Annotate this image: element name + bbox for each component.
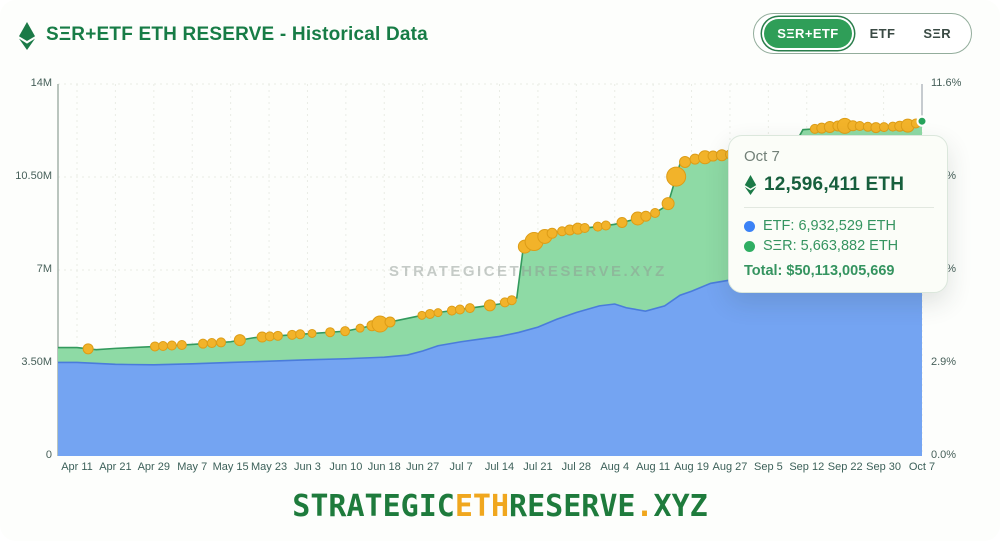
y-axis-right-label: 11.6% [931, 77, 962, 89]
y-axis-right-label: 2.9% [931, 356, 957, 368]
tooltip-divider [744, 207, 934, 208]
toggle-ser-button[interactable]: SΞR [910, 19, 964, 48]
x-axis-label: Aug 4 [600, 461, 630, 473]
x-axis-label: May 15 [212, 461, 249, 473]
tooltip-total-usd: Total: $50,113,005,669 [744, 263, 895, 279]
x-axis-label: Aug 19 [674, 461, 709, 473]
chart-watermark: STRATEGICETHRESERVE.XYZ [389, 263, 667, 280]
y-axis-right-label: 0.0% [931, 449, 957, 461]
tooltip-ser-row: SΞR: 5,663,882 ETH [744, 238, 934, 254]
x-axis-label: Sep 5 [753, 461, 783, 473]
tooltip-etf-row: ETF: 6,932,529 ETH [744, 218, 934, 234]
y-axis-left-label: 3.50M [21, 356, 52, 368]
y-axis-left-label: 0 [45, 449, 52, 461]
tooltip-total-eth: 12,596,411 ETH [764, 174, 905, 195]
x-axis-label: Jul 21 [523, 461, 553, 473]
footer-brand-eth: ETH [454, 489, 510, 524]
ser-legend-dot-icon [744, 240, 755, 252]
x-axis-label: Jul 7 [449, 461, 473, 473]
x-axis-label: Aug 11 [636, 461, 671, 473]
x-axis-label: Jun 10 [329, 461, 363, 473]
y-axis-left-label: 7M [36, 263, 52, 275]
chart-tooltip: Oct 7 12,596,411 ETH ETF: 6,932,529 ETH … [728, 135, 948, 293]
x-axis-label: May 7 [177, 461, 208, 473]
footer-brand-strategic: STRATEGIC [292, 489, 455, 524]
y-axis-left-label: 14M [30, 77, 52, 89]
x-axis-label: Oct 7 [908, 461, 936, 473]
x-axis-label: Apr 29 [137, 461, 171, 473]
x-axis-label: Sep 22 [827, 461, 863, 473]
x-axis-label: Jun 27 [406, 461, 440, 473]
y-axis-left-label: 10.50M [15, 170, 52, 182]
tooltip-ser-value: SΞR: 5,663,882 ETH [763, 238, 899, 254]
x-axis-label: Apr 21 [99, 461, 132, 473]
footer-brand-dot: . [635, 489, 654, 524]
x-axis-label: Jul 28 [561, 461, 591, 473]
footer-brand-reserve: RESERVE [509, 489, 636, 524]
etf-legend-dot-icon [744, 220, 755, 232]
view-toggle-group: SΞR+ETF ETF SΞR [753, 13, 972, 54]
toggle-ser-etf-button[interactable]: SΞR+ETF [764, 19, 852, 48]
x-axis-label: Jul 14 [484, 461, 515, 473]
footer-brand: STRATEGICETHRESERVE.XYZ [0, 489, 1000, 524]
tooltip-etf-value: ETF: 6,932,529 ETH [763, 218, 896, 234]
eth-diamond-icon [744, 175, 757, 195]
x-axis-label: Apr 11 [61, 461, 93, 473]
eth-logo-icon [19, 22, 35, 50]
footer-brand-xyz: XYZ [653, 489, 708, 524]
x-axis-label: Sep 12 [789, 461, 825, 473]
toggle-etf-button[interactable]: ETF [857, 19, 909, 48]
x-axis-label: Jun 3 [293, 461, 321, 473]
x-axis-label: Jun 18 [367, 461, 401, 473]
tooltip-main-row: 12,596,411 ETH [744, 174, 934, 196]
x-axis-label: Aug 27 [712, 461, 748, 473]
x-axis-label: May 23 [250, 461, 288, 473]
x-axis-label: Sep 30 [866, 461, 902, 473]
tooltip-date: Oct 7 [744, 148, 780, 165]
page-title: SΞR+ETF ETH RESERVE - Historical Data [46, 24, 428, 45]
